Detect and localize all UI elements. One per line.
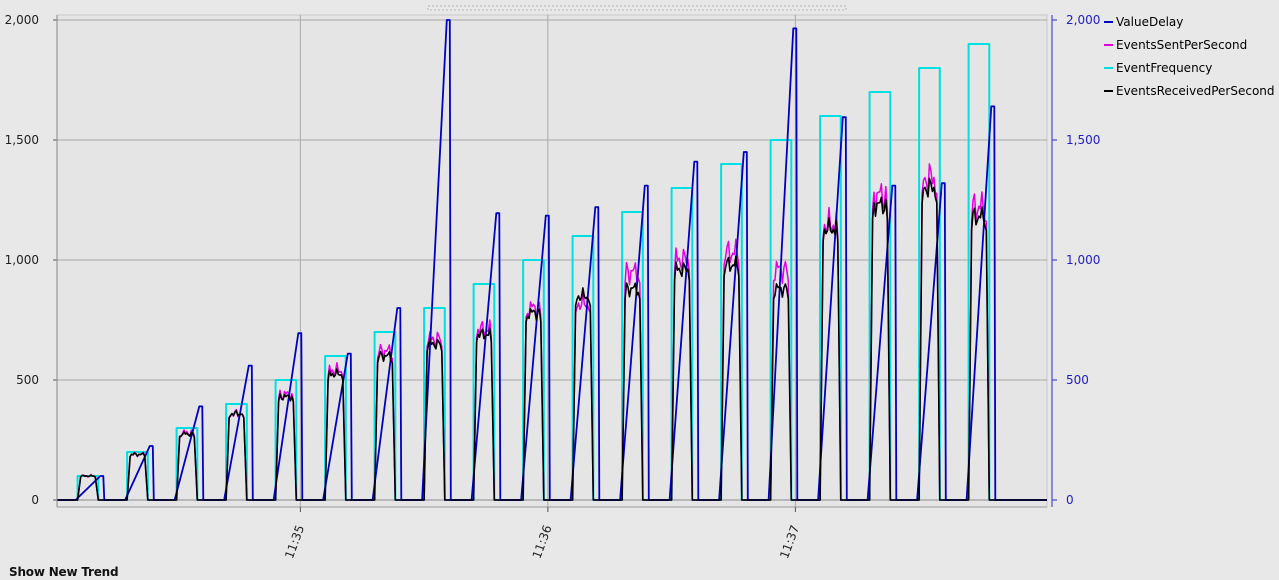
legend-label-eventsreceivedpersecond: EventsReceivedPerSecond [1116,84,1275,98]
left-tick-label: 2,000 [5,13,39,27]
right-tick-label: 2,000 [1066,13,1100,27]
chart-drag-handle[interactable] [427,5,847,11]
trend-chart: 0 0 500 500 1,000 1,000 1,500 1,500 2,000 2,000 11… [5,5,1275,560]
bottom-bar: Show New Trend [0,560,1279,580]
left-tick-label: 1,000 [5,253,39,267]
right-tick-label: 500 [1066,373,1089,387]
legend-label-valuedelay: ValueDelay [1116,15,1183,29]
right-tick-label: 1,000 [1066,253,1100,267]
legend-label-eventfrequency: EventFrequency [1116,61,1212,75]
x-tick-label: 11:37 [777,523,802,560]
right-tick-label: 1,500 [1066,133,1100,147]
show-new-trend-link[interactable]: Show New Trend [9,565,119,579]
right-tick-label: 0 [1066,493,1074,507]
legend-label-eventssentpersecond: EventsSentPerSecond [1116,38,1247,52]
grid-lines [57,15,1047,507]
legend: ValueDelay EventsSentPerSecond EventFreque… [1104,15,1275,98]
left-tick-label: 1,500 [5,133,39,147]
x-tick-label: 11:36 [530,523,555,560]
left-tick-label: 0 [31,493,39,507]
series-layer [57,19,1047,501]
left-tick-label: 500 [16,373,39,387]
x-tick-label: 11:35 [282,523,307,560]
plot-area [56,14,1048,508]
series-line-eventsreceivedpersecond [57,177,1047,501]
